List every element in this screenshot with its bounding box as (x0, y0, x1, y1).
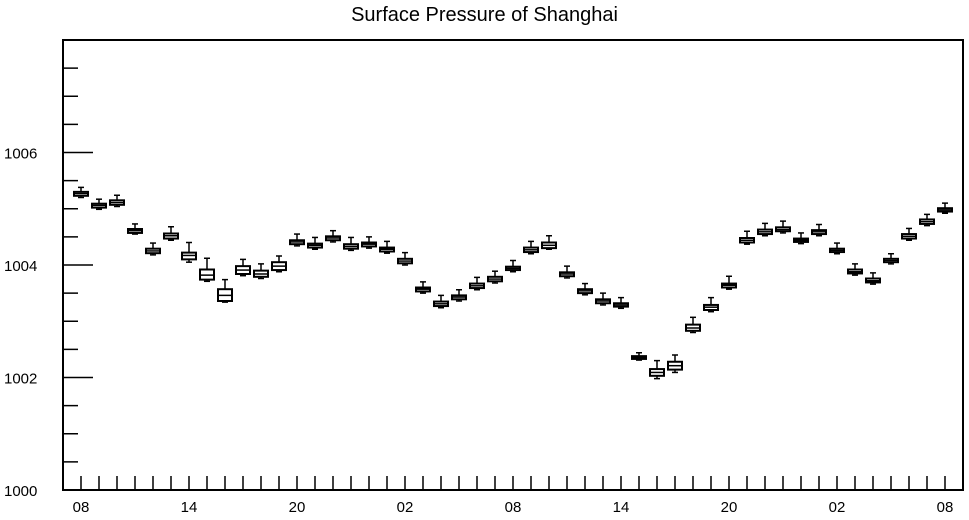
box-mark (199, 257, 215, 283)
box-mark (235, 258, 251, 277)
box-mark (271, 255, 287, 273)
box-mark (613, 296, 629, 310)
box-series (73, 186, 953, 380)
x-tick-label: 20 (289, 499, 306, 516)
box-mark (361, 236, 377, 249)
box-mark (631, 352, 647, 361)
box-mark (865, 272, 881, 285)
x-tick-label: 08 (505, 499, 522, 516)
box-mark (847, 263, 863, 276)
box-mark (127, 223, 143, 235)
box-mark (469, 276, 485, 291)
box-mark (649, 359, 665, 380)
box-mark (415, 281, 431, 294)
box-mark (433, 294, 449, 309)
box-mark (685, 316, 701, 334)
box-mark (307, 236, 323, 250)
box-mark (739, 230, 755, 245)
box-mark (397, 251, 413, 266)
box-mark (145, 242, 161, 256)
box-mark (775, 220, 791, 234)
box-mark (703, 296, 719, 313)
box-mark (559, 265, 575, 279)
box-mark (91, 198, 107, 211)
y-tick-label: 1006 (4, 146, 37, 163)
box-mark (793, 232, 809, 245)
box-mark (343, 236, 359, 252)
box-mark (379, 240, 395, 254)
box-mark (829, 242, 845, 255)
box-mark (919, 213, 935, 227)
box-mark (667, 354, 683, 374)
box-mark (883, 253, 899, 265)
box-mark (505, 259, 521, 273)
box-mark (595, 292, 611, 306)
y-tick-label: 1002 (4, 371, 37, 388)
box-mark (73, 186, 89, 199)
box-mark (523, 240, 539, 255)
box-mark (181, 241, 197, 263)
box-mark (937, 202, 953, 214)
y-tick-label: 1000 (4, 483, 37, 500)
x-tick-label: 08 (73, 499, 90, 516)
x-tick-label: 02 (397, 499, 414, 516)
box-mark (757, 222, 773, 237)
x-tick-label: 14 (613, 499, 630, 516)
box-mark (109, 194, 125, 208)
x-tick-label: 08 (937, 499, 954, 516)
box-mark (721, 275, 737, 290)
box-mark (451, 289, 467, 302)
box-mark (217, 278, 233, 303)
box-mark (541, 235, 557, 250)
box-mark (289, 233, 305, 247)
x-axis: 08 14 20 02 08 14 20 02 08 (73, 476, 954, 516)
box-mark (811, 223, 827, 237)
x-tick-label: 20 (721, 499, 738, 516)
x-tick-label: 02 (829, 499, 846, 516)
y-tick-label: 1004 (4, 258, 37, 275)
box-mark (577, 282, 593, 296)
box-mark (253, 263, 269, 280)
box-mark (901, 227, 917, 241)
box-mark (487, 270, 503, 284)
chart-title: Surface Pressure of Shanghai (351, 4, 618, 26)
x-tick-label: 14 (181, 499, 198, 516)
box-mark (163, 226, 179, 241)
y-axis: 1000 1002 1004 1006 (4, 67, 93, 500)
box-mark (325, 229, 341, 243)
